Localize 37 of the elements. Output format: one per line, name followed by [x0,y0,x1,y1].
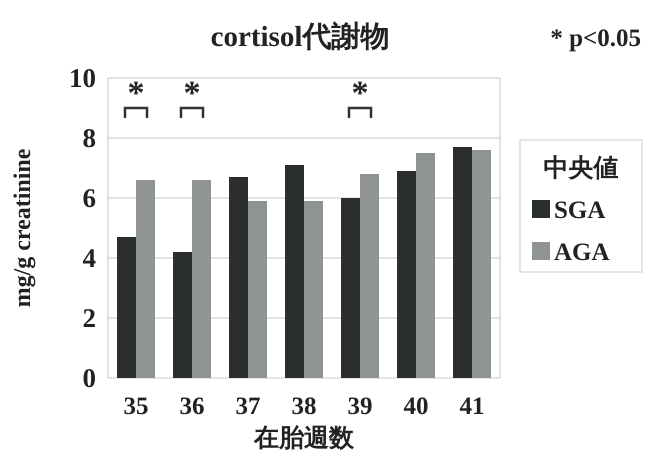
annotation: * [184,75,200,112]
y-tick-label: 0 [82,363,96,393]
bar [453,147,472,378]
bar [192,180,211,378]
y-tick-label: 8 [82,123,96,153]
annotation: * [352,75,368,112]
bar [416,153,435,378]
bar [285,165,304,378]
bar [341,198,360,378]
x-tick-label: 35 [124,393,148,420]
bar [229,177,248,378]
legend-label: AGA [554,239,610,266]
legend-label: SGA [554,197,606,224]
bar [360,174,379,378]
bar [472,150,491,378]
x-tick-label: 40 [404,393,428,420]
annotation: * [128,75,144,112]
bar [397,171,416,378]
y-axis-title: mg/g creatinine [10,148,36,308]
bar [173,252,192,378]
y-tick-label: 6 [82,183,96,213]
x-tick-label: 38 [292,393,316,420]
x-axis-title: 在胎週数 [253,424,355,452]
y-tick-label: 10 [69,63,96,93]
bar [136,180,155,378]
y-tick-label: 4 [82,243,96,273]
x-tick-label: 39 [348,393,372,420]
x-tick-label: 41 [460,393,484,420]
x-tick-label: 37 [236,393,260,420]
bar [117,237,136,378]
bar [248,201,267,378]
legend-title: 中央値 [544,154,618,182]
chart-title: cortisol代謝物 [210,21,390,53]
x-tick-label: 36 [180,393,204,420]
bar [304,201,323,378]
text: * p<0.05 [550,25,641,52]
y-tick-label: 2 [82,303,96,333]
